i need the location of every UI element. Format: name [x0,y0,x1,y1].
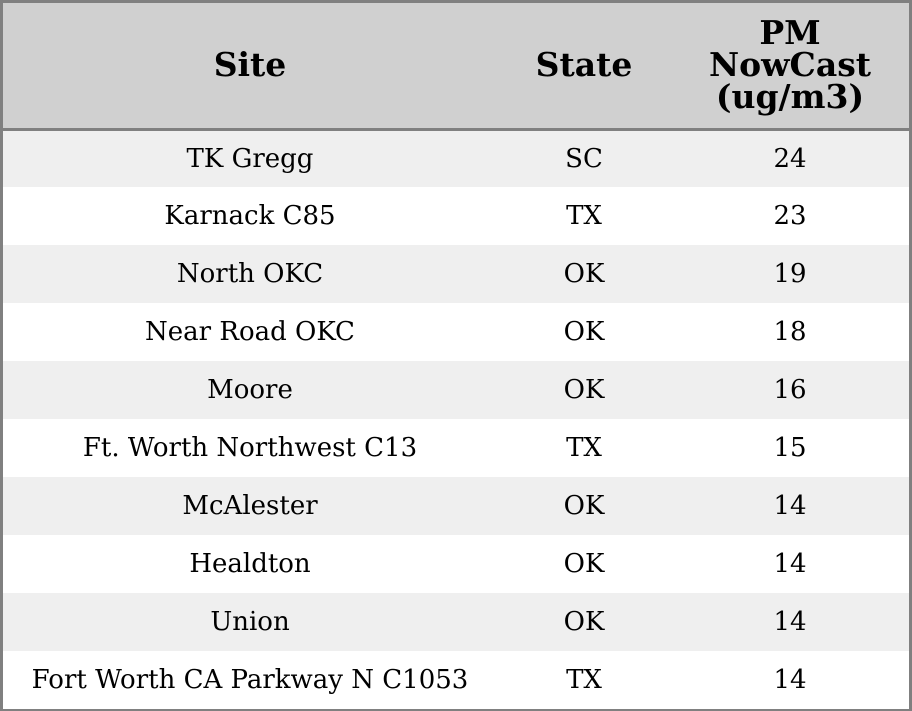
cell-pm: 15 [773,433,807,463]
table-body: TK Gregg SC 24 Karnack C85 TX 23 North OKC OK 19… [3,129,909,709]
data-table: Site State PM NowCast (ug/m3) TK Gregg SC… [3,3,909,709]
cell-state: OK [563,259,605,289]
cell-pm: 14 [773,665,807,695]
header-state: State [497,3,671,131]
header-row: Site State PM NowCast (ug/m3) [3,3,909,131]
header-pm-line-1: PM [759,13,821,53]
table-row: Union OK 14 [3,593,909,651]
cell-state: SC [565,143,603,174]
header-site-label: Site [213,45,287,85]
table-row: Healdton OK 14 [3,535,909,593]
table-row: Fort Worth CA Parkway N C1053 TX 14 [3,651,909,709]
cell-state: TX [566,201,602,231]
cell-state: TX [566,665,602,695]
table-row: Karnack C85 TX 23 [3,187,909,245]
table-row: Moore OK 16 [3,361,909,419]
table-row: Ft. Worth Northwest C13 TX 15 [3,419,909,477]
cell-site: Fort Worth CA Parkway N C1053 [31,665,469,695]
table-row: Near Road OKC OK 18 [3,303,909,361]
cell-site: Union [210,607,290,637]
cell-pm: 18 [773,317,807,347]
cell-pm: 14 [773,549,807,579]
cell-site: North OKC [176,259,324,289]
table-row: North OKC OK 19 [3,245,909,303]
cell-pm: 24 [773,143,807,174]
cell-site: TK Gregg [186,143,314,174]
cell-pm: 14 [773,607,807,637]
cell-site: Healdton [189,549,311,579]
cell-pm: 23 [773,201,807,231]
header-pm-nowcast: PM NowCast (ug/m3) [671,3,909,131]
header-state-label: State [535,45,633,85]
cell-site: Moore [207,375,293,405]
cell-site: Ft. Worth Northwest C13 [82,433,418,463]
cell-pm: 19 [773,259,807,289]
header-site: Site [3,3,497,131]
cell-state: OK [563,375,605,405]
cell-site: McAlester [182,491,318,521]
cell-site: Karnack C85 [164,201,336,231]
cell-pm: 16 [773,375,807,405]
table-header: Site State PM NowCast (ug/m3) [3,3,909,131]
cell-state: OK [563,549,605,579]
header-pm-line-2: NowCast [708,45,872,85]
header-pm-line-3: (ug/m3) [715,77,865,117]
cell-site: Near Road OKC [145,317,355,347]
table-row: TK Gregg SC 24 [3,129,909,187]
cell-state: OK [563,317,605,347]
cell-state: TX [566,433,602,463]
table-row: McAlester OK 14 [3,477,909,535]
cell-state: OK [563,607,605,637]
cell-pm: 14 [773,491,807,521]
cell-state: OK [563,491,605,521]
